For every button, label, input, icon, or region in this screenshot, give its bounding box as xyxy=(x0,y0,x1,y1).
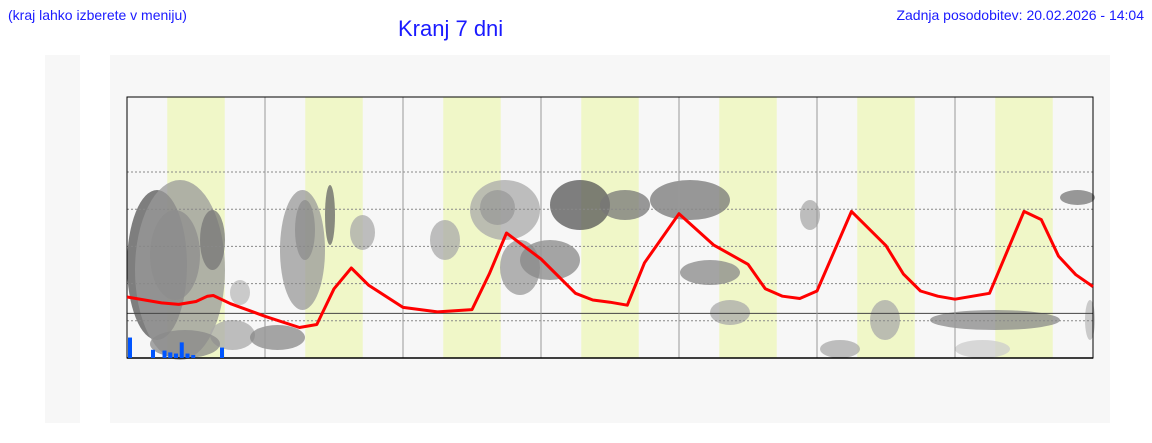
precip-bar xyxy=(191,355,196,358)
cloud-density-area xyxy=(250,325,305,350)
cloud-density-area xyxy=(680,260,740,285)
cloud-density-area xyxy=(210,320,255,350)
cloud-density-area xyxy=(820,340,860,358)
cloud-density-area xyxy=(470,180,540,240)
cloud-density-area xyxy=(150,330,220,358)
cloud-density-area xyxy=(955,340,1010,358)
cloud-density-area xyxy=(325,185,335,245)
cloud-density-area xyxy=(1060,190,1095,205)
precip-bar xyxy=(179,342,184,358)
cloud-density-area xyxy=(550,180,610,230)
precip-bar xyxy=(128,337,132,358)
last-updated: Zadnja posodobitev: 20.02.2026 - 14:04 xyxy=(896,7,1144,23)
cloud-density-area xyxy=(200,210,225,270)
precip-bar xyxy=(185,353,190,358)
precip-bar xyxy=(168,352,173,358)
cloud-density-area xyxy=(650,180,730,220)
precip-bar xyxy=(162,350,167,358)
cloud-density-area xyxy=(930,310,1060,330)
location-hint: (kraj lahko izberete v meniju) xyxy=(8,7,187,23)
cloud-density-area xyxy=(230,280,250,305)
cloud-density-area xyxy=(600,190,650,220)
temp-axis-panel xyxy=(45,55,80,423)
precip-bar xyxy=(174,353,178,358)
cloud-density-area xyxy=(430,220,460,260)
cloud-density-area xyxy=(280,190,325,310)
cloud-density-area xyxy=(870,300,900,340)
cloud-density-area xyxy=(520,240,580,280)
cloud-density-area xyxy=(710,300,750,325)
page-title: Kranj 7 dni xyxy=(398,16,504,41)
cloud-density-area xyxy=(800,200,820,230)
cloud-density-area xyxy=(350,215,375,250)
precip-bar xyxy=(151,349,155,358)
precip-bar xyxy=(220,347,224,358)
temperature-line xyxy=(126,209,1094,329)
